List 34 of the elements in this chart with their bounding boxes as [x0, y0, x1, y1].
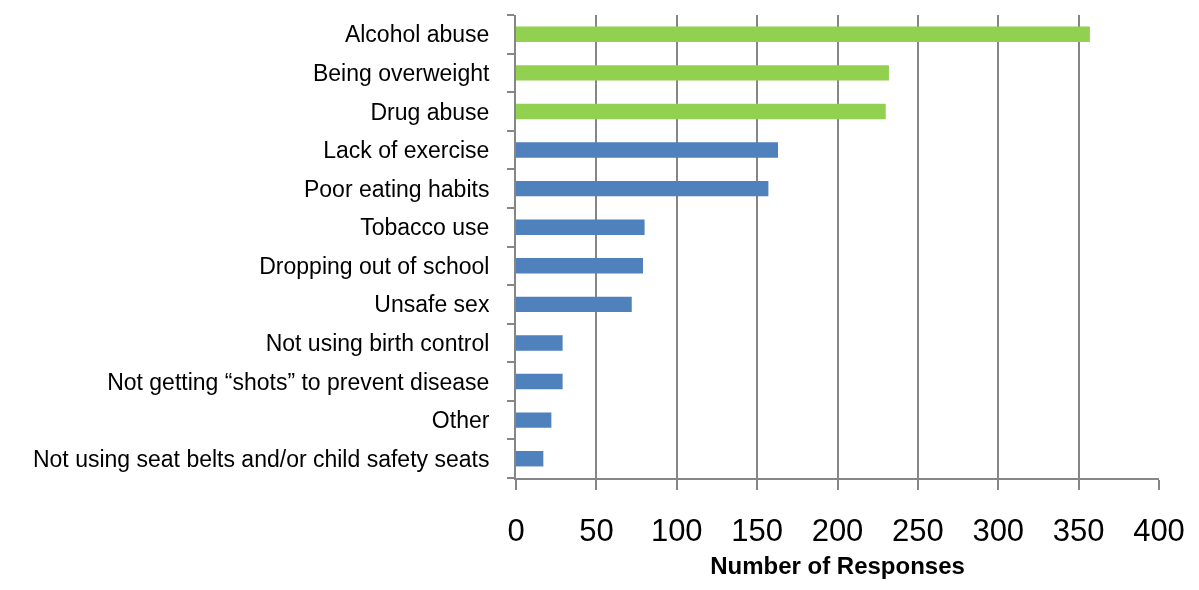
y-tick-label: Other: [431, 407, 490, 434]
bar: [516, 412, 552, 428]
x-tick-label: 200: [811, 513, 864, 549]
y-tick-label: Alcohol abuse: [344, 21, 490, 48]
y-tick-label: Not getting “shots” to prevent disease: [107, 368, 490, 395]
bar: [516, 258, 643, 274]
x-axis-title: Number of Responses: [710, 552, 965, 579]
bar: [516, 219, 645, 235]
x-tick-label: 350: [1052, 513, 1105, 549]
bar: [516, 65, 889, 81]
y-tick-label: Tobacco use: [360, 214, 490, 241]
bar: [516, 373, 563, 390]
y-tick-label: Unsafe sex: [374, 291, 490, 318]
x-tick-label: 400: [1133, 513, 1185, 549]
y-tick-label: Not using birth control: [265, 330, 490, 357]
bar: [516, 103, 886, 120]
x-tick-label: 250: [892, 513, 944, 549]
bar: [516, 296, 632, 313]
bar: [516, 180, 769, 197]
x-tick-label: 150: [731, 513, 783, 549]
bar: [516, 26, 1090, 43]
bar: [516, 335, 563, 351]
x-tick-label: 100: [650, 513, 703, 549]
y-tick-label: Being overweight: [312, 59, 490, 86]
y-tick-label: Poor eating habits: [303, 175, 490, 202]
y-tick-label: Lack of exercise: [323, 137, 490, 164]
y-tick-label: Drug abuse: [370, 98, 490, 125]
x-tick-label: 50: [579, 513, 614, 549]
y-tick-label: Dropping out of school: [259, 252, 490, 279]
bar: [516, 142, 779, 158]
x-tick-label: 0: [507, 513, 525, 549]
bar: [516, 450, 544, 467]
y-tick-label: Not using seat belts and/or child safety seats: [32, 445, 490, 472]
x-tick-label: 300: [972, 513, 1025, 549]
